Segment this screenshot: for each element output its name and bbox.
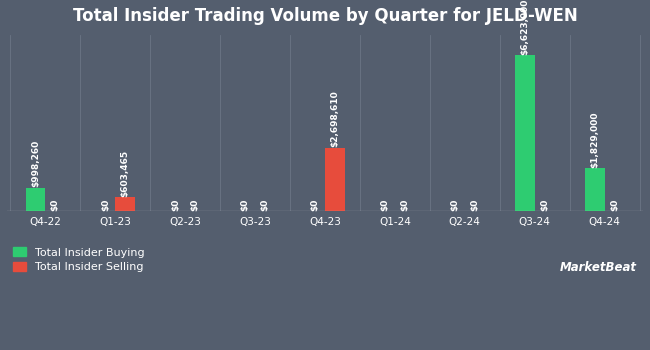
Text: $0: $0 [540,198,549,211]
Bar [115,197,135,211]
Text: $0: $0 [400,198,410,211]
Text: $6,623,000: $6,623,000 [521,0,529,55]
Text: $2,698,610: $2,698,610 [330,91,339,147]
Text: $0: $0 [51,198,60,211]
Text: $0: $0 [381,198,389,211]
Text: $1,829,000: $1,829,000 [590,111,599,168]
Title: Total Insider Trading Volume by Quarter for JELD-WEN: Total Insider Trading Volume by Quarter … [73,7,577,25]
Text: $0: $0 [261,198,269,211]
Text: $603,465: $603,465 [121,149,129,196]
Bar [26,188,46,211]
Text: $0: $0 [470,198,479,211]
Bar [515,55,535,211]
Text: $0: $0 [311,198,320,211]
Text: $0: $0 [101,198,110,211]
Text: $0: $0 [171,198,180,211]
Text: MarketBeat: MarketBeat [560,261,637,274]
Text: $0: $0 [610,198,619,211]
Text: $0: $0 [450,198,460,211]
Bar [325,148,344,211]
Text: $0: $0 [240,198,250,211]
Legend: Total Insider Buying, Total Insider Selling: Total Insider Buying, Total Insider Sell… [12,247,144,272]
Text: $0: $0 [190,198,200,211]
Text: $998,260: $998,260 [31,140,40,187]
Bar [585,168,604,211]
